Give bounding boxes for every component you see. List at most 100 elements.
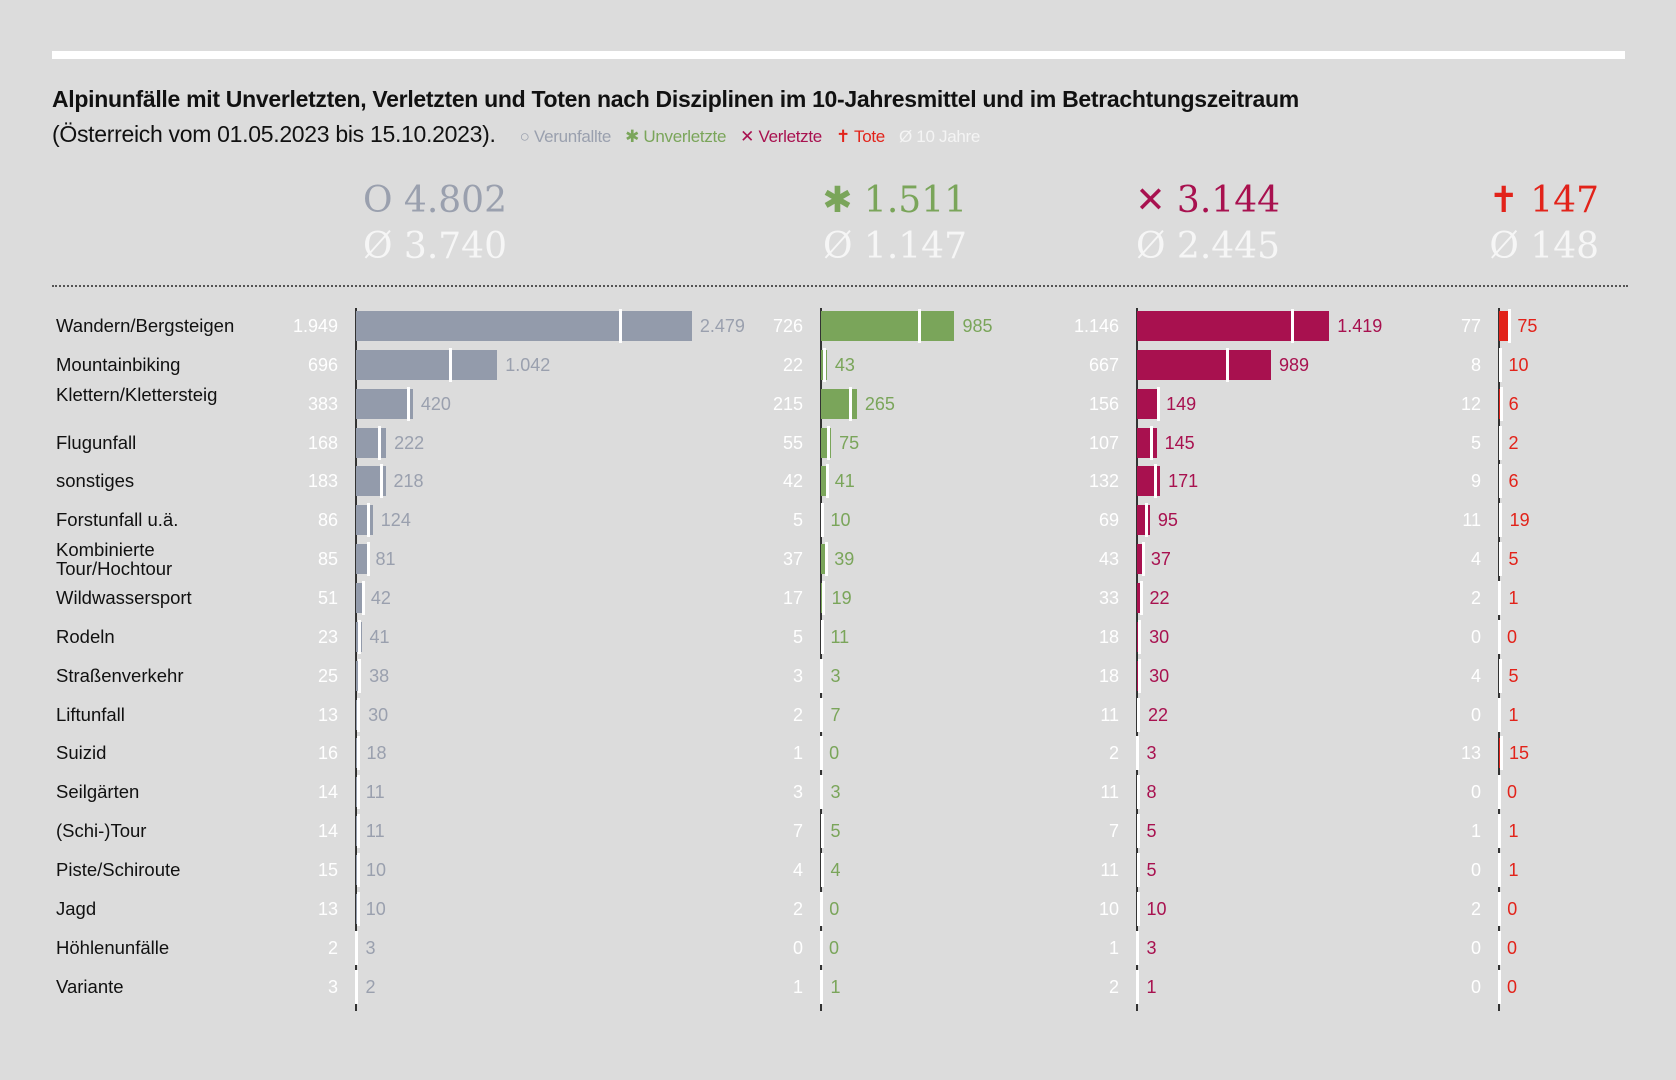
avg-marker: [357, 736, 361, 771]
total-current: ✕ 3.144: [1135, 180, 1280, 221]
chart-title: Alpinunfälle mit Unverletzten, Verletzte…: [52, 86, 1299, 112]
category-label: Variante: [56, 975, 124, 997]
legend: ○ Verunfallte ✱ Unverletzte ✕ Verletzte ✝ T…: [520, 127, 994, 146]
avg-marker: [1226, 347, 1230, 382]
legend-item-tote: ✝ Tote: [835, 127, 885, 146]
avg-marker: [366, 542, 370, 577]
avg-marker: [820, 891, 824, 926]
dotted-divider: [52, 285, 1628, 287]
value-label: 124: [380, 510, 411, 531]
value-label: 43: [834, 354, 855, 375]
avg-marker: [1499, 347, 1503, 382]
avg-marker: [820, 775, 824, 810]
category-label: Wildwassersport: [56, 587, 192, 609]
avg-value-label: 696: [307, 354, 338, 375]
value-label: 2.479: [699, 316, 745, 336]
value-label: 5: [1146, 860, 1157, 881]
avg-value-label: 9: [1470, 471, 1481, 492]
avg-value-label: 11: [1100, 860, 1119, 881]
avg-marker: [918, 309, 922, 343]
category-label: Seilgärten: [56, 781, 140, 803]
bar-verunfallte: [356, 427, 387, 458]
avg-marker: [356, 697, 360, 732]
bar-unverletzte: [821, 427, 832, 458]
bar-verunfallte: [356, 544, 367, 575]
legend-item-verletzte: ✕ Verletzte: [740, 127, 822, 146]
value-label: 41: [834, 471, 855, 492]
value-label: 22: [1147, 704, 1168, 725]
avg-marker: [361, 581, 365, 616]
avg-value-label: 69: [1098, 510, 1119, 531]
legend-item-verunfallte: ○ Verunfallte: [519, 127, 612, 146]
avg-value-label: 10: [1098, 898, 1119, 919]
value-label: 39: [834, 549, 855, 570]
value-label: 0: [1507, 626, 1518, 647]
category-label: Flugunfall: [56, 431, 137, 453]
avg-marker: [1498, 697, 1501, 732]
avg-marker: [822, 581, 826, 616]
value-label: 3: [830, 782, 841, 803]
avg-value-label: 0: [1470, 937, 1481, 958]
avg-marker: [1499, 503, 1503, 538]
value-label: 4: [830, 860, 841, 881]
bar-verunfallte: [356, 583, 362, 614]
avg-value-label: 3: [327, 976, 338, 997]
avg-value-label: 1: [1470, 821, 1481, 842]
avg-marker: [820, 697, 824, 732]
axis-verletzte: [1136, 308, 1138, 1011]
avg-value-label: 13: [317, 898, 338, 919]
value-label: 171: [1168, 471, 1199, 492]
chart-subtitle: (Österreich vom 01.05.2023 bis 15.10.202…: [52, 121, 994, 148]
avg-value-label: 22: [782, 354, 803, 375]
bar-verunfallte: [356, 311, 692, 341]
value-label: 5: [1508, 665, 1519, 686]
avg-value-label: 4: [1470, 549, 1481, 570]
avg-marker: [1498, 969, 1501, 1004]
value-label: 1: [1508, 704, 1519, 725]
value-label: 42: [370, 588, 391, 609]
total-10y-average: Ø 3.740: [362, 226, 507, 267]
avg-value-label: 3: [792, 782, 803, 803]
avg-value-label: 2: [327, 937, 338, 958]
bar-verunfallte: [356, 349, 498, 380]
value-label: 0: [1507, 782, 1518, 803]
avg-value-label: 37: [782, 549, 803, 570]
avg-value-label: 17: [782, 588, 803, 609]
avg-value-label: 51: [317, 588, 338, 609]
avg-value-label: 0: [1470, 704, 1481, 725]
avg-marker: [820, 853, 824, 888]
avg-marker: [1499, 386, 1503, 421]
value-label: 149: [1166, 393, 1197, 414]
value-label: 1: [1508, 588, 1519, 609]
avg-marker: [1136, 736, 1140, 771]
avg-marker: [356, 814, 360, 849]
bar-unverletzte: [821, 466, 827, 497]
bar-verunfallte: [356, 855, 358, 886]
value-label: 10: [365, 898, 386, 919]
avg-marker: [358, 658, 362, 693]
category-label: Liftunfall: [56, 703, 125, 725]
avg-value-label: 23: [317, 626, 338, 647]
avg-marker: [820, 814, 824, 849]
value-label: 5: [830, 821, 841, 842]
avg-value-label: 0: [792, 937, 803, 958]
value-label: 6: [1508, 471, 1519, 492]
avg-marker: [820, 503, 824, 538]
value-label: 1: [830, 976, 841, 997]
avg-value-label: 55: [782, 432, 803, 453]
value-label: 30: [368, 704, 389, 725]
top-rule: [52, 51, 1625, 59]
value-label: 15: [1509, 743, 1530, 764]
category-label: Piste/Schiroute: [56, 859, 181, 881]
value-label: 10: [1508, 354, 1529, 375]
avg-marker: [1145, 503, 1149, 538]
avg-marker: [355, 930, 359, 965]
avg-value-label: 43: [1098, 549, 1119, 570]
avg-value-label: 3: [792, 665, 803, 686]
subtitle-text: (Österreich vom 01.05.2023 bis 15.10.202…: [52, 121, 496, 147]
avg-marker: [356, 891, 360, 926]
avg-value-label: 33: [1098, 588, 1119, 609]
bar-verunfallte: [356, 777, 358, 808]
avg-marker: [358, 619, 362, 654]
value-label: 10: [366, 860, 387, 881]
